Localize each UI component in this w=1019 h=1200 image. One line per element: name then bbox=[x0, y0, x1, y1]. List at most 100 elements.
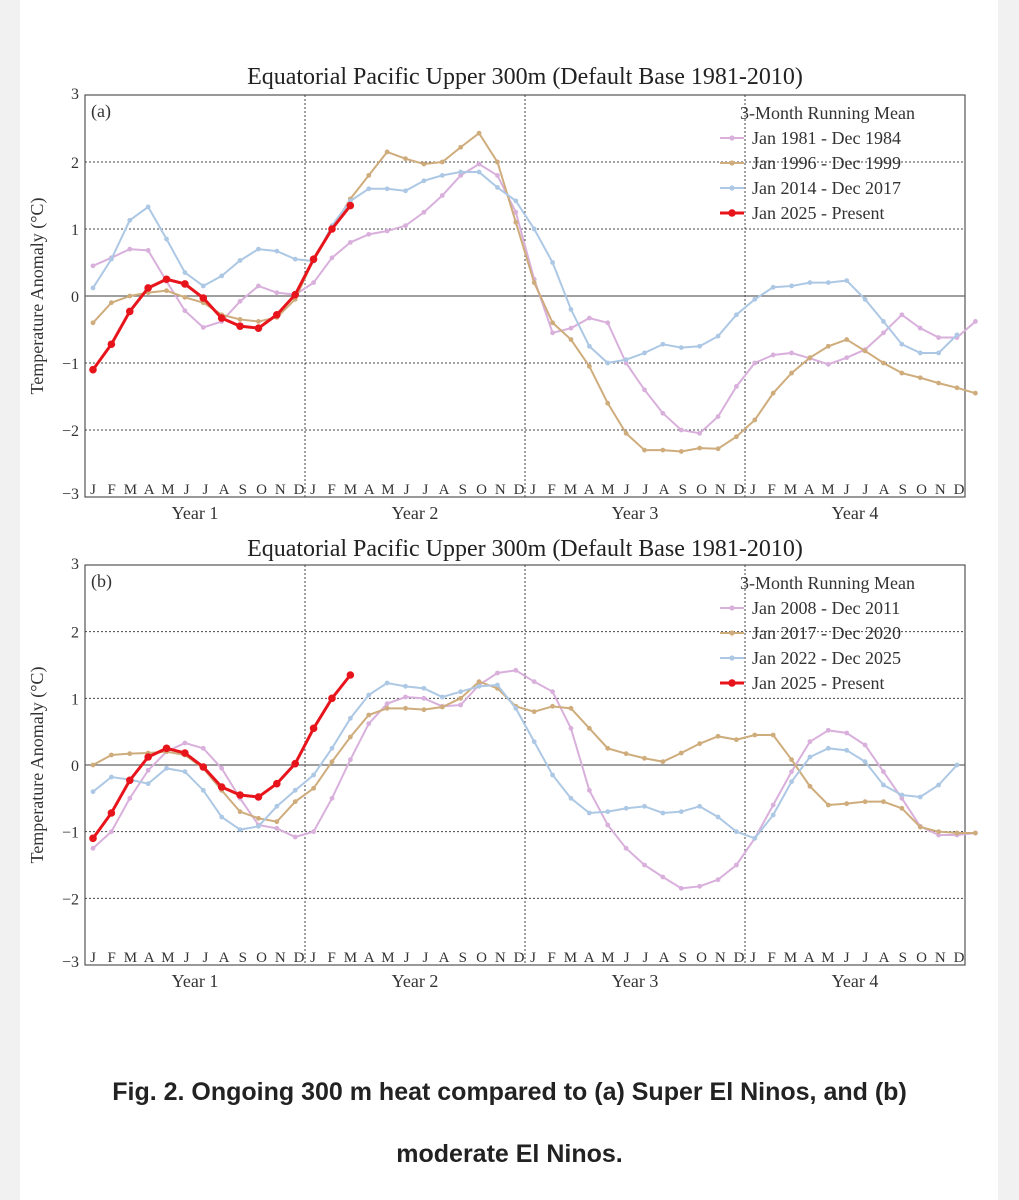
y-tick-label: −1 bbox=[62, 825, 79, 842]
month-tick-label: N bbox=[275, 482, 286, 498]
series-point-2 bbox=[256, 246, 261, 252]
series-point-1 bbox=[347, 734, 353, 740]
series-point-0 bbox=[936, 832, 942, 838]
series-point-2 bbox=[550, 260, 555, 265]
series-point-0 bbox=[697, 430, 703, 436]
series-point-0 bbox=[678, 885, 684, 891]
month-tick-label: J bbox=[184, 482, 190, 498]
legend-entry: Jan 2017 - Dec 2020 bbox=[752, 623, 901, 643]
series-point-3 bbox=[181, 280, 189, 288]
series-point-1 bbox=[936, 829, 942, 835]
series-point-1 bbox=[550, 320, 555, 326]
series-point-1 bbox=[844, 801, 850, 807]
series-point-1 bbox=[825, 343, 831, 349]
series-point-0 bbox=[458, 702, 464, 708]
series-point-2 bbox=[568, 307, 574, 312]
series-point-0 bbox=[770, 352, 776, 358]
month-tick-label: M bbox=[601, 482, 614, 498]
series-point-0 bbox=[715, 877, 721, 883]
series-point-2 bbox=[219, 814, 225, 820]
series-point-1 bbox=[458, 144, 464, 150]
series-point-1 bbox=[550, 703, 555, 709]
year-label: Year 2 bbox=[392, 971, 439, 991]
series-point-1 bbox=[237, 809, 243, 815]
series-point-0 bbox=[403, 223, 408, 229]
series-point-1 bbox=[476, 679, 482, 685]
series-point-2 bbox=[256, 823, 261, 829]
series-point-2 bbox=[642, 803, 647, 809]
series-point-1 bbox=[734, 737, 739, 743]
series-point-0 bbox=[182, 308, 188, 314]
series-point-0 bbox=[623, 845, 629, 851]
series-point-3 bbox=[89, 834, 97, 843]
series-point-1 bbox=[182, 294, 188, 300]
series-point-0 bbox=[881, 769, 886, 775]
series-point-2 bbox=[200, 787, 206, 793]
series-point-1 bbox=[715, 733, 721, 739]
series-point-2 bbox=[605, 809, 611, 815]
month-tick-label: A bbox=[439, 950, 450, 966]
series-point-0 bbox=[715, 414, 721, 419]
y-tick-label: −1 bbox=[62, 356, 79, 373]
series-point-0 bbox=[844, 730, 850, 736]
series-point-0 bbox=[789, 350, 794, 356]
series-point-0 bbox=[586, 787, 592, 793]
month-tick-label: O bbox=[916, 482, 927, 498]
series-point-0 bbox=[90, 263, 96, 269]
series-point-2 bbox=[770, 284, 776, 290]
series-point-1 bbox=[458, 695, 464, 701]
month-tick-label: A bbox=[584, 482, 595, 498]
series-point-0 bbox=[384, 701, 390, 707]
series-point-2 bbox=[917, 794, 923, 800]
series-point-2 bbox=[531, 739, 537, 745]
series-point-3 bbox=[273, 310, 281, 319]
legend-title: 3-Month Running Mean bbox=[740, 573, 915, 593]
series-point-3 bbox=[199, 763, 208, 771]
month-tick-label: F bbox=[548, 950, 556, 966]
series-point-0 bbox=[329, 255, 335, 261]
month-tick-label: M bbox=[564, 482, 577, 498]
series-point-2 bbox=[697, 343, 703, 349]
legend-entry: Jan 2025 - Present bbox=[752, 203, 884, 223]
series-point-3 bbox=[328, 694, 336, 703]
month-tick-label: S bbox=[239, 950, 247, 966]
series-point-2 bbox=[458, 689, 464, 695]
month-tick-label: J bbox=[530, 950, 536, 966]
series-point-0 bbox=[513, 209, 519, 215]
month-tick-label: O bbox=[696, 950, 707, 966]
y-tick-label: 1 bbox=[71, 691, 79, 708]
series-point-2 bbox=[936, 350, 942, 356]
panel-label: (b) bbox=[91, 571, 112, 592]
figure-caption-line-1: Fig. 2. Ongoing 300 m heat compared to (… bbox=[112, 1078, 907, 1106]
month-tick-label: J bbox=[202, 482, 208, 498]
series-point-1 bbox=[90, 320, 96, 326]
series-point-0 bbox=[642, 387, 647, 393]
legend-entry: Jan 2025 - Present bbox=[752, 673, 884, 693]
series-point-1 bbox=[495, 159, 500, 165]
month-tick-label: S bbox=[899, 482, 907, 498]
series-point-3 bbox=[89, 365, 97, 374]
series-point-0 bbox=[531, 679, 537, 685]
month-tick-label: J bbox=[862, 950, 868, 966]
series-point-0 bbox=[421, 209, 427, 215]
month-tick-label: D bbox=[514, 950, 525, 966]
series-point-0 bbox=[697, 883, 703, 889]
series-point-0 bbox=[311, 280, 316, 285]
month-tick-label: N bbox=[495, 950, 506, 966]
series-point-3 bbox=[291, 759, 300, 768]
series-point-1 bbox=[734, 434, 739, 440]
series-point-1 bbox=[127, 293, 133, 299]
series-point-1 bbox=[881, 360, 886, 366]
series-point-0 bbox=[568, 725, 574, 731]
series-point-1 bbox=[586, 725, 592, 731]
month-tick-label: F bbox=[328, 482, 336, 498]
series-point-3 bbox=[236, 322, 244, 330]
series-point-0 bbox=[90, 845, 96, 851]
series-point-2 bbox=[384, 186, 390, 192]
series-point-1 bbox=[917, 375, 923, 381]
y-tick-label: −2 bbox=[62, 423, 79, 440]
series-point-0 bbox=[384, 228, 390, 234]
series-point-0 bbox=[403, 694, 408, 700]
series-point-0 bbox=[605, 320, 611, 326]
chart-title: Equatorial Pacific Upper 300m (Default B… bbox=[247, 536, 803, 562]
